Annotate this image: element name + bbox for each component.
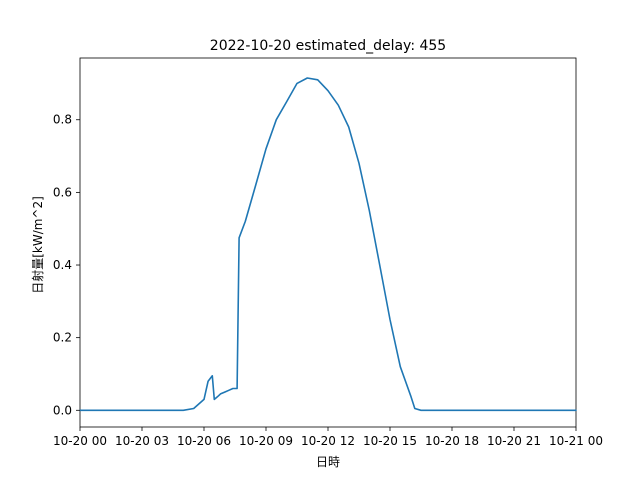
y-axis: 0.0 0.2 0.4 0.6 0.8: [53, 113, 80, 417]
x-axis-label: 日時: [316, 455, 340, 469]
chart-title: 2022-10-20 estimated_delay: 455: [210, 38, 446, 54]
x-tick-label: 10-20 15: [363, 434, 417, 448]
x-tick-label: 10-20 21: [487, 434, 541, 448]
y-tick-label: 0.4: [53, 258, 72, 272]
x-tick-label: 10-20 12: [301, 434, 355, 448]
series-line-0: [79, 77, 577, 412]
y-tick-label: 0.2: [53, 331, 72, 345]
x-tick-label: 10-20 09: [239, 434, 293, 448]
x-tick-label: 10-20 06: [177, 434, 231, 448]
x-tick-label: 10-20 00: [53, 434, 107, 448]
y-tick-label: 0.8: [53, 113, 72, 127]
y-tick-label: 0.6: [53, 185, 72, 199]
x-tick-label: 10-21 00: [549, 434, 603, 448]
y-axis-label: 日射量[kW/m^2]: [30, 196, 45, 294]
y-tick-label: 0.0: [53, 403, 72, 417]
plot-area: [79, 57, 577, 428]
x-tick-label: 10-20 18: [425, 434, 479, 448]
plot-frame: [79, 57, 577, 428]
x-axis: 10-20 00 10-20 03 10-20 06 10-20 09 10-20 12…: [53, 427, 603, 448]
x-tick-label: 10-20 03: [115, 434, 169, 448]
